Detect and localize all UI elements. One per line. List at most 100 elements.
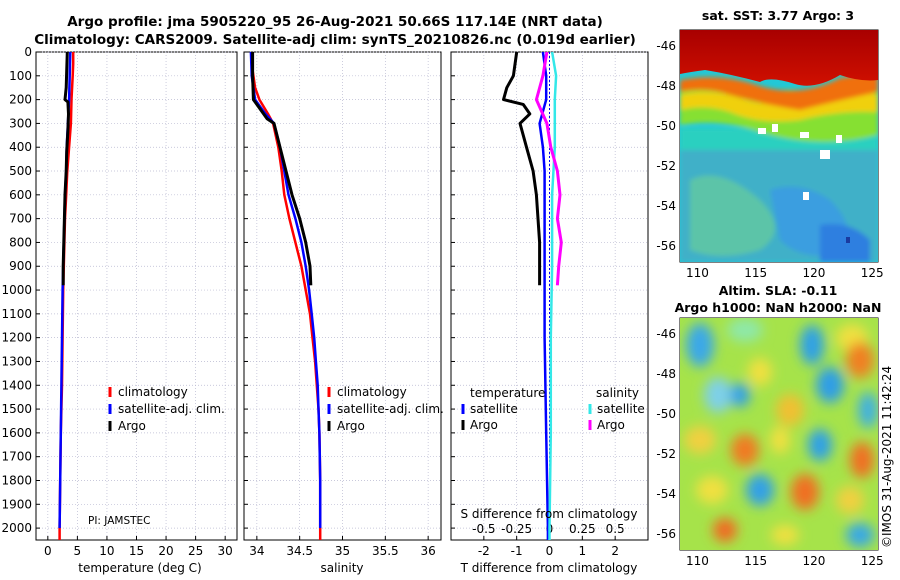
sst-map (680, 30, 878, 262)
depth-tick-label: 400 (9, 140, 32, 154)
salinity-xtick-label: 34.5 (286, 544, 313, 558)
sla-map-title-1: Altim. SLA: -0.11 (718, 283, 838, 298)
temperature-xtick-label: 5 (74, 544, 82, 558)
series-layer (58, 51, 563, 540)
depth-tick-label: 600 (9, 188, 32, 202)
difference-series-0 (538, 51, 550, 540)
temperature-xtick-label: 10 (99, 544, 114, 558)
difference-legend-title-s: salinity (596, 386, 639, 400)
temperature-xtick-label: 20 (158, 544, 173, 558)
sla-map-ytick-label: -52 (656, 447, 676, 461)
sla-map-xtick-label: 115 (744, 554, 767, 568)
difference-legend-label: Argo (470, 418, 498, 432)
depth-tick-label: 1200 (1, 331, 32, 345)
difference-xtick-label: 2 (611, 544, 619, 558)
difference-series-3 (534, 51, 563, 286)
depth-tick-label: 1300 (1, 354, 32, 368)
sst-map-ytick-label: -56 (656, 239, 676, 253)
depth-tick-label: 1400 (1, 378, 32, 392)
depth-tick-label: 500 (9, 164, 32, 178)
axes-layer: 0100200300400500600700800900100011001200… (1, 29, 884, 568)
sla-map-xtick-label: 110 (686, 554, 709, 568)
sla-map-title-2: Argo h1000: NaN h2000: NaN (674, 300, 882, 315)
sst-map-ytick-label: -52 (656, 159, 676, 173)
depth-tick-label: 300 (9, 116, 32, 130)
difference-xtick-label: -1 (511, 544, 523, 558)
salinity-legend-label: climatology (337, 385, 407, 399)
salinity-legend-label: Argo (337, 419, 365, 433)
sst-map-xtick-label: 120 (802, 266, 825, 280)
salinity-xtick-label: 35.5 (372, 544, 399, 558)
difference-legend-title-t: temperature (470, 386, 545, 400)
difference-xtick-label: 1 (579, 544, 587, 558)
depth-tick-label: 1500 (1, 402, 32, 416)
temperature-xtick-label: 30 (218, 544, 233, 558)
legend-layer: climatology satellite-adj. clim. Argo clima… (108, 132, 787, 434)
difference-xlabel: T difference from climatology (460, 561, 638, 575)
temperature-series-2 (61, 51, 70, 286)
depth-tick-label: 700 (9, 212, 32, 226)
sst-map-ytick-label: -50 (656, 119, 676, 133)
depth-tick-label: 800 (9, 235, 32, 249)
depth-tick-label: 1000 (1, 283, 32, 297)
difference-xtick-label: -2 (478, 544, 490, 558)
difference-series-1 (502, 51, 542, 286)
depth-tick-label: 100 (9, 69, 32, 83)
sst-map-xtick-label: 115 (744, 266, 767, 280)
depth-tick-label: 0 (24, 45, 32, 59)
sst-map-xtick-label: 125 (861, 266, 884, 280)
depth-tick-label: 1800 (1, 473, 32, 487)
sla-map-ytick-label: -48 (656, 367, 676, 381)
depth-tick-label: 1900 (1, 497, 32, 511)
salinity-xtick-label: 34 (249, 544, 264, 558)
sst-map-ytick-label: -46 (656, 39, 676, 53)
difference-xtick-label: 0 (546, 544, 554, 558)
temperature-legend-label: satellite-adj. clim. (118, 402, 225, 416)
sla-field (684, 318, 878, 547)
sst-map-xtick-label: 110 (686, 266, 709, 280)
temperature-xlabel: temperature (deg C) (78, 561, 201, 575)
salinity-series-2 (251, 52, 313, 286)
sla-map-ytick-label: -56 (656, 527, 676, 541)
sla-map-ytick-label: -50 (656, 407, 676, 421)
sla-map-ytick-label: -54 (656, 487, 676, 501)
sla-map-xtick-label: 120 (802, 554, 825, 568)
depth-tick-label: 200 (9, 93, 32, 107)
pi-annotation: PI: JAMSTEC (88, 515, 151, 527)
temperature-legend-label: Argo (118, 419, 146, 433)
salinity-xlabel: salinity (320, 561, 363, 575)
temperature-xtick-label: 0 (44, 544, 52, 558)
sla-map (680, 318, 878, 550)
difference-series-2 (548, 51, 558, 540)
difference-legend-label: satellite (470, 402, 518, 416)
temperature-xtick-label: 15 (129, 544, 144, 558)
temperature-legend-label: climatology (118, 385, 188, 399)
sst-map-ytick-label: -48 (656, 79, 676, 93)
salinity-legend-label: satellite-adj. clim. (337, 402, 444, 416)
difference-top-tick-label: -0.5 (472, 522, 495, 536)
salinity-xtick-label: 36 (421, 544, 436, 558)
figure-title-line2: Climatology: CARS2009. Satellite-adj cli… (34, 32, 636, 48)
depth-tick-label: 1600 (1, 426, 32, 440)
salinity-series-1 (249, 51, 322, 529)
depth-tick-label: 900 (9, 259, 32, 273)
difference-top-label: S difference from climatology (461, 507, 638, 521)
depth-tick-label: 1700 (1, 450, 32, 464)
salinity-xtick-label: 35 (335, 544, 350, 558)
difference-legend-label: Argo (597, 418, 625, 432)
sst-map-ytick-label: -54 (656, 199, 676, 213)
sst-warm-water (680, 30, 878, 86)
sla-map-xtick-label: 125 (861, 554, 884, 568)
sla-map-ytick-label: -46 (656, 327, 676, 341)
depth-tick-label: 2000 (1, 521, 32, 535)
difference-top-tick-label: 0.5 (606, 522, 625, 536)
sst-map-title: sat. SST: 3.77 Argo: 3 (701, 8, 855, 23)
difference-top-tick-label: 0.25 (569, 522, 596, 536)
temperature-xtick-label: 25 (188, 544, 203, 558)
depth-tick-label: 1100 (1, 307, 32, 321)
figure-title-line1: Argo profile: jma 5905220_95 26-Aug-2021… (67, 14, 603, 30)
sst-field (680, 72, 878, 262)
difference-legend-label: satellite (597, 402, 645, 416)
difference-top-tick-label: -0.25 (501, 522, 532, 536)
